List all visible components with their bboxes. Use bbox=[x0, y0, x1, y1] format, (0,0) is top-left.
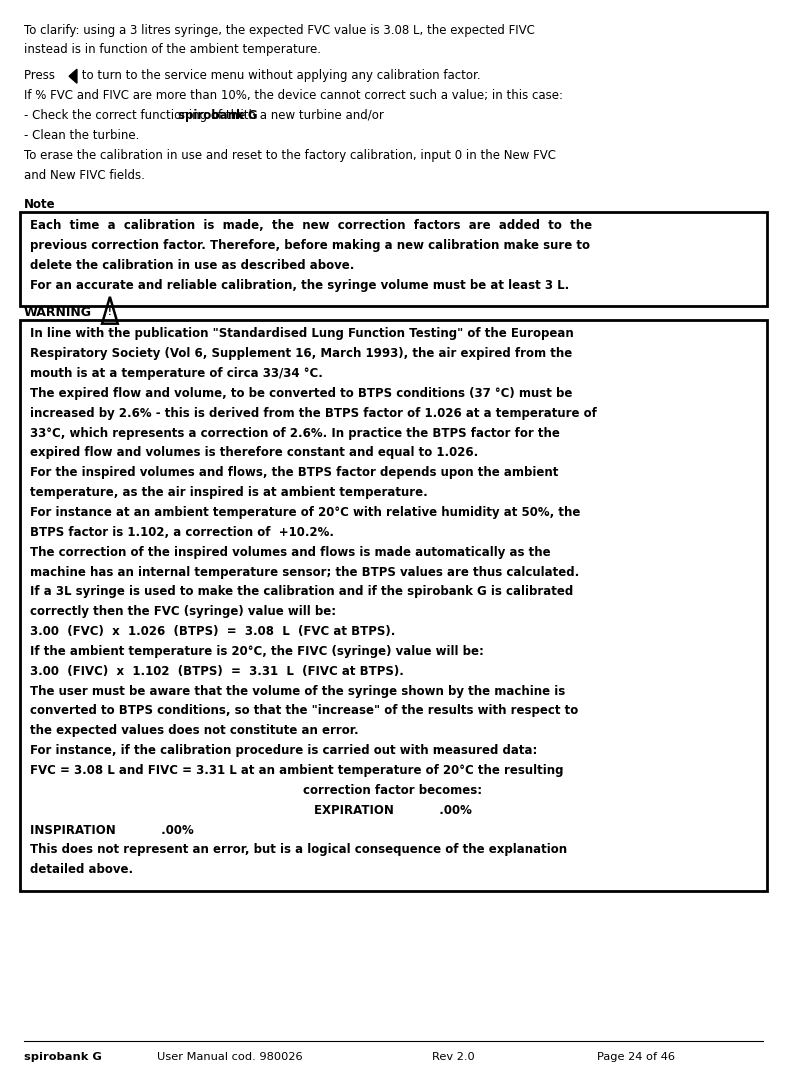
Text: WARNING: WARNING bbox=[24, 307, 92, 320]
Text: User Manual cod. 980026: User Manual cod. 980026 bbox=[157, 1052, 303, 1061]
Text: expired flow and volumes is therefore constant and equal to 1.026.: expired flow and volumes is therefore co… bbox=[30, 446, 478, 459]
Text: !: ! bbox=[108, 308, 111, 318]
Text: If % FVC and FIVC are more than 10%, the device cannot correct such a value; in : If % FVC and FIVC are more than 10%, the… bbox=[24, 89, 563, 102]
Text: increased by 2.6% - this is derived from the BTPS factor of 1.026 at a temperatu: increased by 2.6% - this is derived from… bbox=[30, 407, 597, 420]
Text: Rev 2.0: Rev 2.0 bbox=[432, 1052, 474, 1061]
Text: to turn to the service menu without applying any calibration factor.: to turn to the service menu without appl… bbox=[78, 70, 480, 83]
Text: spirobank G: spirobank G bbox=[178, 109, 257, 122]
Text: 33°C, which represents a correction of 2.6%. In practice the BTPS factor for the: 33°C, which represents a correction of 2… bbox=[30, 427, 560, 440]
Text: To clarify: using a 3 litres syringe, the expected FVC value is 3.08 L, the expe: To clarify: using a 3 litres syringe, th… bbox=[24, 24, 535, 36]
Text: To erase the calibration in use and reset to the factory calibration, input 0 in: To erase the calibration in use and rese… bbox=[24, 149, 556, 162]
Text: BTPS factor is 1.102, a correction of  +10.2%.: BTPS factor is 1.102, a correction of +1… bbox=[30, 526, 334, 539]
Text: If a 3L syringe is used to make the calibration and if the spirobank G is calibr: If a 3L syringe is used to make the cali… bbox=[30, 586, 573, 599]
Text: correction factor becomes:: correction factor becomes: bbox=[303, 784, 482, 797]
Text: instead is in function of the ambient temperature.: instead is in function of the ambient te… bbox=[24, 44, 320, 57]
Text: 3.00  (FIVC)  x  1.102  (BTPS)  =  3.31  L  (FIVC at BTPS).: 3.00 (FIVC) x 1.102 (BTPS) = 3.31 L (FIV… bbox=[30, 665, 403, 678]
Text: the expected values does not constitute an error.: the expected values does not constitute … bbox=[30, 724, 359, 737]
Text: and New FIVC fields.: and New FIVC fields. bbox=[24, 168, 144, 181]
Text: correctly then the FVC (syringe) value will be:: correctly then the FVC (syringe) value w… bbox=[30, 605, 336, 618]
Text: In line with the publication "Standardised Lung Function Testing" of the Europea: In line with the publication "Standardis… bbox=[30, 327, 574, 340]
Text: Each  time  a  calibration  is  made,  the  new  correction  factors  are  added: Each time a calibration is made, the new… bbox=[30, 219, 592, 232]
Text: - Check the correct functioning of the: - Check the correct functioning of the bbox=[24, 109, 249, 122]
Text: For the inspired volumes and flows, the BTPS factor depends upon the ambient: For the inspired volumes and flows, the … bbox=[30, 467, 558, 480]
Text: detailed above.: detailed above. bbox=[30, 864, 133, 877]
Text: Page 24 of 46: Page 24 of 46 bbox=[597, 1052, 674, 1061]
Text: The correction of the inspired volumes and flows is made automatically as the: The correction of the inspired volumes a… bbox=[30, 546, 550, 559]
Text: This does not represent an error, but is a logical consequence of the explanatio: This does not represent an error, but is… bbox=[30, 843, 567, 856]
Text: - Clean the turbine.: - Clean the turbine. bbox=[24, 129, 139, 142]
Text: mouth is at a temperature of circa 33/34 °C.: mouth is at a temperature of circa 33/34… bbox=[30, 367, 323, 380]
Text: previous correction factor. Therefore, before making a new calibration make sure: previous correction factor. Therefore, b… bbox=[30, 239, 590, 252]
Text: FVC = 3.08 L and FIVC = 3.31 L at an ambient temperature of 20°C the resulting: FVC = 3.08 L and FIVC = 3.31 L at an amb… bbox=[30, 764, 564, 777]
Text: 3.00  (FVC)  x  1.026  (BTPS)  =  3.08  L  (FVC at BTPS).: 3.00 (FVC) x 1.026 (BTPS) = 3.08 L (FVC … bbox=[30, 626, 395, 638]
Text: with a new turbine and/or: with a new turbine and/or bbox=[228, 109, 384, 122]
Text: The user must be aware that the volume of the syringe shown by the machine is: The user must be aware that the volume o… bbox=[30, 685, 565, 697]
Text: Note: Note bbox=[24, 199, 55, 211]
Text: delete the calibration in use as described above.: delete the calibration in use as describ… bbox=[30, 259, 354, 271]
Text: temperature, as the air inspired is at ambient temperature.: temperature, as the air inspired is at a… bbox=[30, 486, 428, 499]
Text: Press: Press bbox=[24, 70, 58, 83]
Polygon shape bbox=[69, 70, 77, 84]
Text: For instance, if the calibration procedure is carried out with measured data:: For instance, if the calibration procedu… bbox=[30, 745, 537, 758]
Text: For instance at an ambient temperature of 20°C with relative humidity at 50%, th: For instance at an ambient temperature o… bbox=[30, 506, 580, 519]
Text: The expired flow and volume, to be converted to BTPS conditions (37 °C) must be: The expired flow and volume, to be conve… bbox=[30, 387, 572, 400]
Text: machine has an internal temperature sensor; the BTPS values are thus calculated.: machine has an internal temperature sens… bbox=[30, 565, 579, 578]
Text: If the ambient temperature is 20°C, the FIVC (syringe) value will be:: If the ambient temperature is 20°C, the … bbox=[30, 645, 484, 658]
Text: INSPIRATION           .00%: INSPIRATION .00% bbox=[30, 824, 194, 837]
Text: Respiratory Society (Vol 6, Supplement 16, March 1993), the air expired from the: Respiratory Society (Vol 6, Supplement 1… bbox=[30, 348, 572, 361]
FancyBboxPatch shape bbox=[20, 212, 767, 307]
Text: EXPIRATION           .00%: EXPIRATION .00% bbox=[313, 804, 472, 817]
Text: For an accurate and reliable calibration, the syringe volume must be at least 3 : For an accurate and reliable calibration… bbox=[30, 279, 569, 292]
Text: converted to BTPS conditions, so that the "increase" of the results with respect: converted to BTPS conditions, so that th… bbox=[30, 705, 578, 718]
FancyBboxPatch shape bbox=[20, 321, 767, 891]
Text: spirobank G: spirobank G bbox=[24, 1052, 101, 1061]
